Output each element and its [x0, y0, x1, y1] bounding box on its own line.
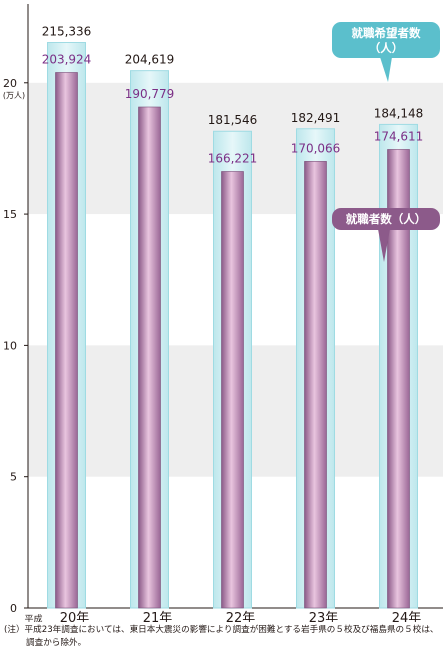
bars	[47, 42, 418, 609]
legend-employed-pointer	[378, 229, 390, 262]
legend-hope-callout	[332, 22, 440, 58]
y-tick-label: 20	[3, 77, 17, 90]
label-employed-3: 170,066	[291, 141, 341, 155]
y-unit-label: (万人)	[3, 91, 25, 100]
axes: 0 5 10 15 20(万人)	[3, 4, 443, 615]
x-tick-label-1: 21年	[143, 611, 173, 622]
label-hope-4: 184,148	[374, 106, 424, 120]
footnote-line-1: (注）平成23年調査においては、東日本大震災の影響により調査が困難とする岩手県の…	[4, 625, 439, 635]
y-tick-label: 5	[10, 471, 17, 484]
x-tick-label-0: 20年	[60, 611, 90, 622]
bar-employed-0	[55, 72, 78, 609]
x-tick-label-2: 22年	[226, 611, 256, 622]
footnote: (注）平成23年調査においては、東日本大震災の影響により調査が困難とする岩手県の…	[4, 624, 444, 650]
bar-employed-4	[387, 149, 410, 609]
legend-hope-pointer	[380, 57, 392, 82]
bar-employed-2	[221, 171, 244, 609]
label-employed-1: 190,779	[125, 87, 175, 101]
y-tick-label: 0	[10, 602, 17, 615]
label-employed-0: 203,924	[42, 52, 92, 66]
label-hope-1: 204,619	[125, 53, 175, 67]
x-tick-label-4: 24年	[392, 611, 422, 622]
footnote-line-2: 調査から除外。	[26, 638, 87, 648]
label-hope-3: 182,491	[291, 111, 341, 125]
y-tick-label: 15	[3, 208, 17, 221]
legend-employed-label: 就職者数（人）	[346, 212, 427, 226]
legend-hope-line1: 就職希望者数	[352, 26, 421, 40]
bar-employed-3	[304, 161, 327, 609]
legend-callouts: 就職希望者数（人） 就職者数（人）	[332, 22, 440, 262]
x-prefix-label: 平成	[24, 613, 42, 622]
label-employed-2: 166,221	[208, 151, 258, 165]
label-hope-2: 181,546	[208, 113, 258, 127]
x-tick-label-3: 23年	[309, 611, 339, 622]
label-hope-0: 215,336	[42, 25, 92, 39]
legend-employed-callout	[332, 208, 440, 230]
label-employed-4: 174,611	[374, 129, 424, 143]
employment-bar-chart: 0 5 10 15 20(万人) 215,336 203,924 20年 平成 204,619 1…	[3, 4, 443, 622]
bar-employed-1	[138, 106, 161, 609]
y-tick-label: 10	[3, 339, 17, 352]
legend-hope-line2: （人）	[369, 41, 404, 55]
data-labels: 215,336 203,924 20年 平成 204,619 190,779 21年 181,…	[24, 25, 423, 622]
